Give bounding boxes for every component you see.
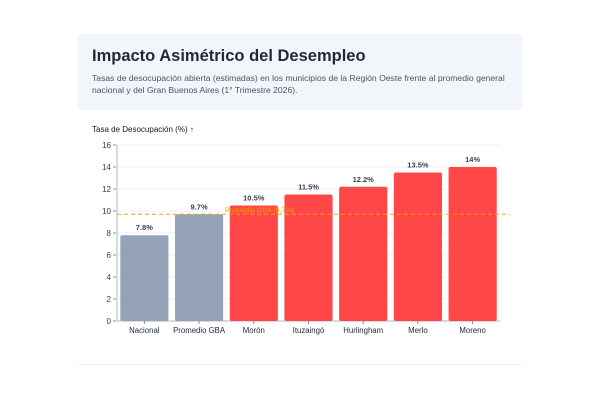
y-tick-label: 4 xyxy=(107,273,112,282)
chart-subtitle: Tasas de desocupación abierta (estimadas… xyxy=(92,73,505,95)
y-tick-label: 6 xyxy=(107,251,112,260)
x-tick-label: Ituzaingó xyxy=(293,326,325,335)
reference-line-label: Promedio GBA (9.7%) xyxy=(225,207,294,214)
data-label: 13.5% xyxy=(407,161,429,170)
data-label: 12.2% xyxy=(353,175,375,184)
data-label: 7.8% xyxy=(136,223,153,232)
x-tick-label: Moreno xyxy=(459,326,486,335)
bottom-divider xyxy=(78,364,522,365)
bar xyxy=(284,194,333,321)
x-tick-label: Hurlingham xyxy=(343,326,383,335)
bar xyxy=(229,205,278,321)
data-label: 11.5% xyxy=(298,183,319,192)
y-axis-label: Tasa de Desocupación (%) ↑ xyxy=(92,125,194,134)
y-tick-label: 10 xyxy=(102,207,111,216)
y-tick-label: 12 xyxy=(102,185,111,194)
bar xyxy=(448,167,497,321)
bar xyxy=(174,214,224,321)
chart-header: Impacto Asimétrico del Desempleo Tasas d… xyxy=(78,34,522,110)
data-label: 9.7% xyxy=(191,202,208,211)
bar xyxy=(339,186,388,321)
x-tick-label: Morón xyxy=(243,326,265,335)
x-tick-label: Nacional xyxy=(129,326,160,335)
data-label: 14% xyxy=(465,155,480,164)
x-tick-label: Promedio GBA xyxy=(173,326,226,335)
bar xyxy=(120,235,169,321)
bar xyxy=(393,172,443,321)
y-tick-label: 16 xyxy=(102,141,111,150)
y-tick-label: 8 xyxy=(107,229,112,238)
x-tick-label: Merlo xyxy=(408,326,428,335)
y-tick-label: 2 xyxy=(107,295,112,304)
chart-title: Impacto Asimétrico del Desempleo xyxy=(92,47,366,65)
y-tick-label: 14 xyxy=(102,163,111,172)
data-label: 10.5% xyxy=(243,194,265,203)
y-tick-label: 0 xyxy=(107,317,112,326)
